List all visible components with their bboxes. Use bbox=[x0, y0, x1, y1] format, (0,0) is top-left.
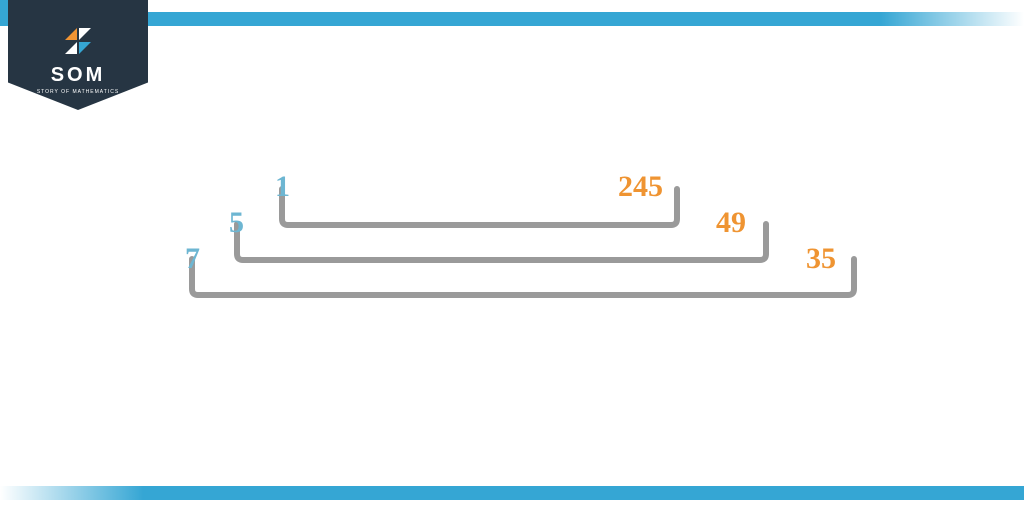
factor-right-1: 49 bbox=[716, 206, 746, 240]
factor-left-0: 1 bbox=[275, 170, 290, 204]
factor-right-0: 245 bbox=[618, 170, 663, 204]
factor-left-1: 5 bbox=[229, 206, 244, 240]
factor-left-2: 7 bbox=[185, 242, 200, 276]
factor-right-2: 35 bbox=[806, 242, 836, 276]
factor-diagram bbox=[0, 0, 1024, 512]
bracket-1 bbox=[237, 224, 766, 260]
bracket-2 bbox=[192, 259, 854, 295]
